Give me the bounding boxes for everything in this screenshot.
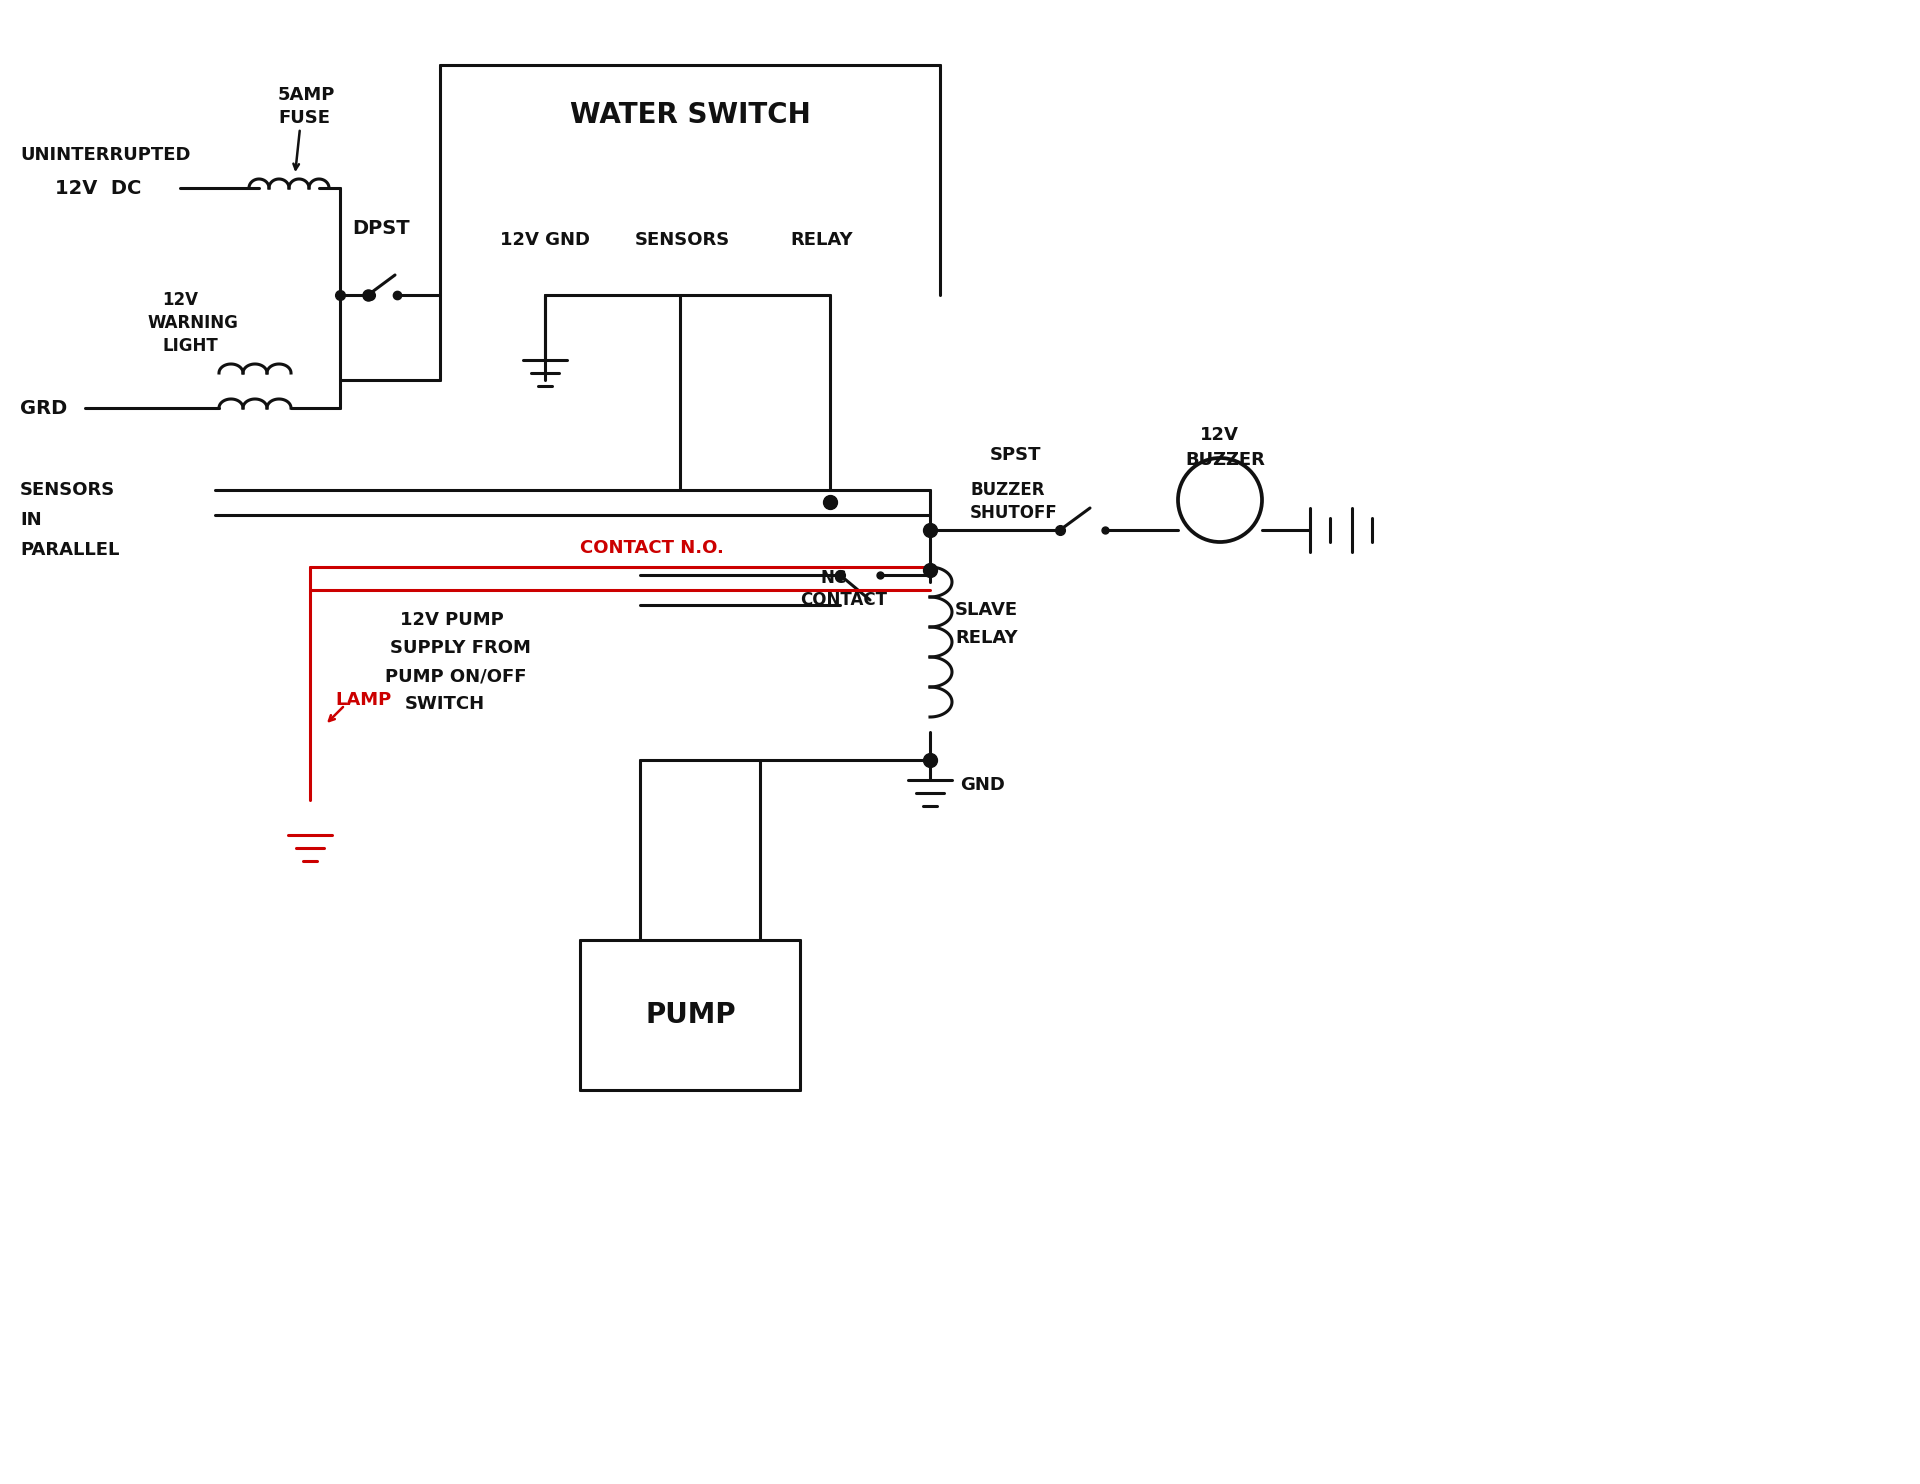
Text: SWITCH: SWITCH [405, 695, 486, 712]
Text: RELAY: RELAY [789, 232, 852, 249]
Text: BUZZER: BUZZER [970, 481, 1044, 499]
Text: 12V PUMP: 12V PUMP [399, 611, 503, 629]
Text: LIGHT: LIGHT [161, 337, 217, 355]
Text: SPST: SPST [991, 447, 1041, 464]
Text: RELAY: RELAY [954, 629, 1018, 647]
Text: SUPPLY FROM: SUPPLY FROM [390, 640, 530, 657]
Text: UNINTERRUPTED: UNINTERRUPTED [19, 145, 190, 165]
Text: CONTACT N.O.: CONTACT N.O. [580, 539, 724, 556]
Text: LAMP: LAMP [334, 692, 392, 709]
Text: SHUTOFF: SHUTOFF [970, 505, 1058, 522]
Text: FUSE: FUSE [278, 108, 330, 128]
Text: 12V: 12V [1200, 426, 1238, 444]
Text: DPST: DPST [351, 218, 409, 237]
Text: PUMP: PUMP [645, 1002, 735, 1028]
Text: CONTACT: CONTACT [801, 591, 887, 608]
Text: GRD: GRD [19, 399, 67, 417]
Text: PARALLEL: PARALLEL [19, 542, 119, 559]
Text: SENSORS: SENSORS [636, 232, 730, 249]
Text: SLAVE: SLAVE [954, 601, 1018, 619]
Text: WARNING: WARNING [148, 315, 238, 332]
Text: 12V GND: 12V GND [499, 232, 589, 249]
Text: PUMP ON/OFF: PUMP ON/OFF [386, 666, 526, 686]
Text: GND: GND [960, 776, 1004, 794]
Text: 12V  DC: 12V DC [56, 178, 142, 197]
Text: BUZZER: BUZZER [1185, 451, 1265, 469]
Text: NC: NC [820, 568, 847, 588]
Text: SENSORS: SENSORS [19, 481, 115, 499]
Text: WATER SWITCH: WATER SWITCH [570, 101, 810, 129]
Text: 12V: 12V [161, 291, 198, 309]
Text: 5AMP: 5AMP [278, 86, 336, 104]
Text: IN: IN [19, 510, 42, 528]
